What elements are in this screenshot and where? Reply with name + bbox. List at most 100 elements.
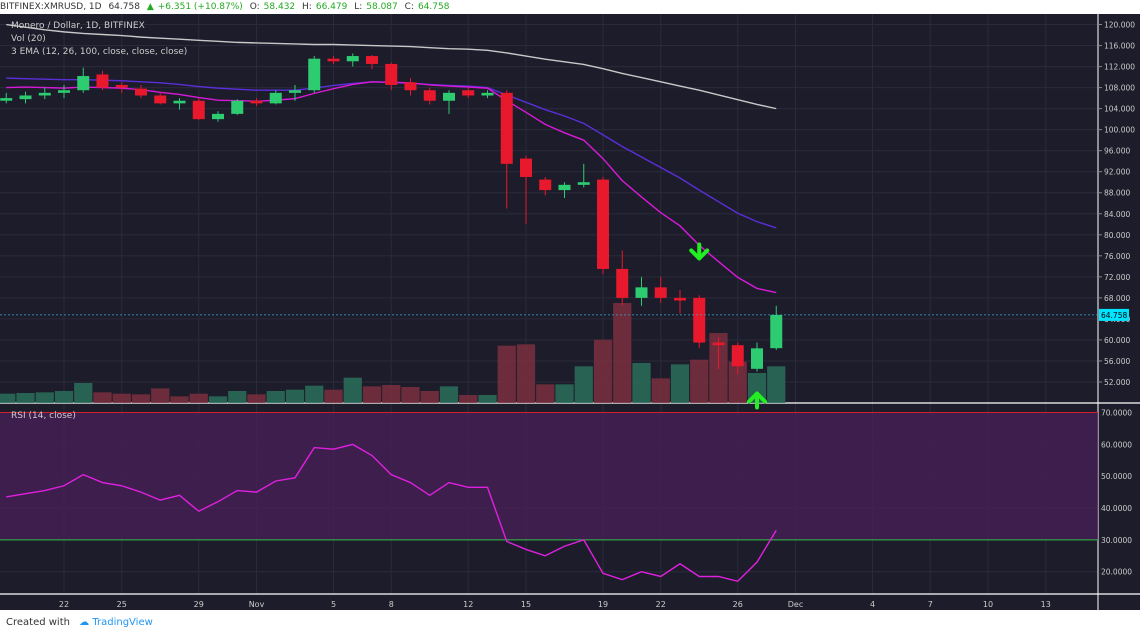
- volume-bar: [189, 393, 208, 403]
- candle-body: [597, 179, 609, 269]
- volume-bar: [497, 345, 516, 403]
- candle-body: [385, 63, 398, 85]
- candle-body: [96, 74, 109, 88]
- open-label: O:: [249, 2, 260, 12]
- change-arrow-icon: ▲: [146, 2, 154, 12]
- rsi-legend: RSI (14, close): [11, 411, 76, 421]
- time-tick-label: 22: [656, 600, 666, 609]
- open-value: 58.432: [263, 2, 296, 12]
- volume-bar: [324, 389, 343, 403]
- volume-bar: [651, 378, 670, 403]
- volume-bars: [0, 303, 786, 403]
- candle-body: [77, 76, 90, 91]
- price-tick-label: 60.000: [1104, 336, 1130, 345]
- rsi-line: [6, 443, 777, 583]
- time-tick-label: 25: [117, 600, 127, 609]
- volume-bar: [459, 395, 478, 403]
- high-value: 66.479: [315, 2, 348, 12]
- candle-body: [346, 56, 359, 62]
- price-tick-label: 108.000: [1104, 84, 1135, 93]
- candle-body: [500, 92, 513, 164]
- tradingview-link[interactable]: TradingView: [92, 617, 153, 628]
- high-label: H:: [302, 2, 312, 12]
- price-axis: 120.000 116.000 112.000 108.000 104.000 100.0…: [0, 21, 1135, 577]
- volume-bar: [401, 387, 420, 403]
- volume-bar: [343, 377, 362, 403]
- low-value: 58.087: [366, 2, 398, 12]
- time-tick-label: 10: [983, 600, 993, 609]
- candle-body: [674, 297, 686, 301]
- volume-bar: [247, 394, 266, 403]
- candle-body: [635, 287, 648, 298]
- candle-body: [481, 92, 494, 96]
- volume-bar: [632, 363, 651, 403]
- candle-body: [751, 348, 763, 369]
- header-bar: BITFINEX:XMRUSD, 1D 64.758 ▲ +6.351 (+10.…: [0, 0, 1140, 14]
- volume-bar: [305, 385, 324, 403]
- price-tick-label: 76.000: [1104, 252, 1130, 261]
- price-tick-label: 88.000: [1104, 189, 1130, 198]
- up-arrow-icon: [747, 391, 767, 410]
- volume-bar: [439, 386, 459, 403]
- rsi-line-group: [6, 443, 777, 583]
- volume-bar: [35, 392, 54, 403]
- last-price: 64.758: [108, 2, 140, 12]
- ema-slow-line: [6, 23, 777, 110]
- chart-svg[interactable]: 120.000 116.000 112.000 108.000 104.000 100.0…: [0, 14, 1140, 610]
- price-tick-label: 116.000: [1104, 42, 1135, 51]
- volume-bar: [266, 391, 285, 403]
- time-tick-label: Nov: [249, 600, 265, 609]
- time-tick-label: 7: [928, 600, 933, 609]
- rsi-tick-label: 20.0000: [1101, 568, 1132, 577]
- price-tick-label: 84.000: [1104, 210, 1130, 219]
- chart-title: Monero / Dollar, 1D, BITFINEX: [11, 21, 145, 31]
- candle-body: [423, 90, 436, 101]
- volume-bar: [362, 386, 382, 403]
- candle-body: [558, 184, 571, 191]
- price-tick-label: 72.000: [1104, 273, 1130, 282]
- candle-body: [654, 287, 667, 298]
- volume-bar: [420, 391, 439, 403]
- price-tick-label: 68.000: [1104, 294, 1130, 303]
- last-price-label: 64.758: [1101, 311, 1127, 320]
- ema-legend: 3 EMA (12, 26, 100, close, close, close): [11, 47, 187, 57]
- candle-body: [443, 92, 455, 101]
- candle-body: [327, 58, 340, 62]
- candle-body: [404, 82, 417, 91]
- last-price-badge: [1099, 308, 1129, 321]
- time-tick-label: 12: [463, 600, 473, 609]
- time-tick-label: 22: [59, 600, 69, 609]
- candle-body: [289, 90, 301, 93]
- volume-bar: [16, 393, 35, 403]
- candle-body: [192, 100, 205, 120]
- time-tick-label: 8: [389, 600, 394, 609]
- rsi-band: [0, 412, 1098, 541]
- created-with-label: Created with: [6, 617, 70, 628]
- volume-bar: [690, 359, 709, 403]
- candle-body: [712, 342, 725, 346]
- rsi-tick-label: 60.0000: [1101, 440, 1132, 449]
- volume-bar: [93, 392, 112, 403]
- candle-body: [173, 100, 186, 104]
- candle-body: [231, 100, 244, 114]
- chart-area[interactable]: 120.000 116.000 112.000 108.000 104.000 100.0…: [0, 14, 1140, 610]
- rsi-tick-label: 70.0000: [1101, 409, 1132, 418]
- price-tick-label: 56.000: [1104, 357, 1130, 366]
- time-tick-label: 29: [194, 600, 204, 609]
- candle-body: [693, 297, 706, 343]
- candle-body: [731, 345, 744, 367]
- candle-body: [616, 268, 629, 298]
- volume-bar: [536, 384, 555, 403]
- price-tick-label: 112.000: [1104, 63, 1135, 72]
- candle-body: [269, 92, 282, 104]
- time-tick-label: Dec: [788, 600, 803, 609]
- volume-bar: [208, 396, 228, 403]
- candle-body: [520, 158, 532, 177]
- volume-bar: [670, 364, 690, 403]
- candle-body: [577, 182, 590, 185]
- candle-body: [250, 100, 263, 104]
- volume-bar: [170, 396, 189, 403]
- price-tick-label: 100.000: [1104, 126, 1135, 135]
- symbol-label: BITFINEX:XMRUSD, 1D: [0, 2, 102, 12]
- volume-bar: [285, 389, 305, 403]
